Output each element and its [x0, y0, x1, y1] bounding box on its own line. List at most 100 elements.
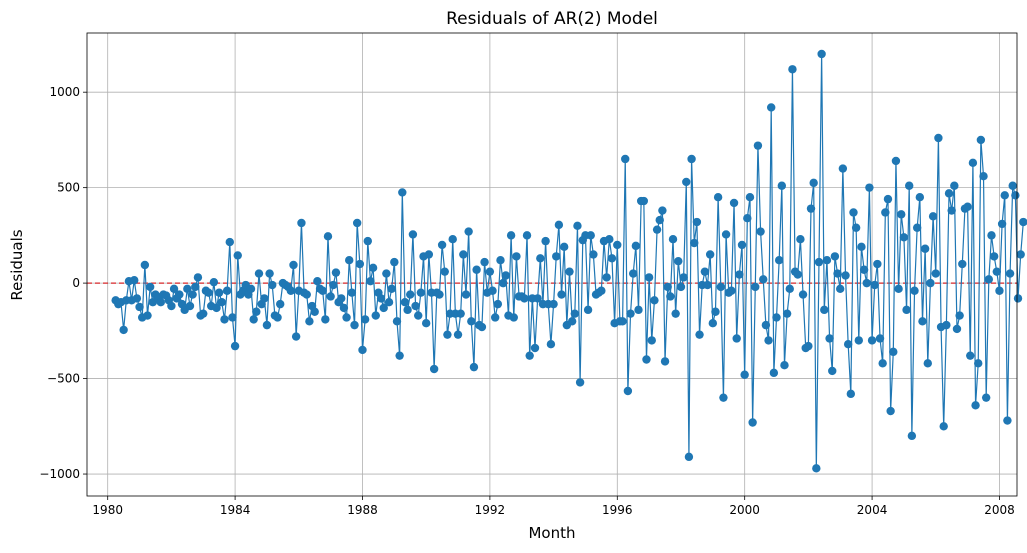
data-point — [1005, 269, 1015, 278]
data-point — [559, 242, 569, 252]
data-point — [435, 290, 444, 299]
data-point — [355, 259, 365, 269]
data-point — [520, 294, 529, 303]
data-point — [212, 303, 221, 313]
data-point — [193, 273, 203, 282]
data-point — [169, 284, 179, 294]
data-point — [743, 214, 752, 223]
data-point — [846, 389, 856, 399]
data-point — [769, 368, 779, 378]
data-point — [883, 194, 893, 204]
data-point — [838, 164, 848, 173]
data-point — [225, 237, 234, 247]
data-point — [249, 315, 258, 324]
data-point — [358, 345, 367, 355]
data-point — [947, 206, 956, 215]
data-point — [326, 292, 335, 301]
data-point — [289, 260, 298, 270]
data-point — [796, 235, 805, 244]
data-point — [485, 267, 495, 276]
data-point — [721, 230, 731, 239]
data-point — [368, 263, 378, 273]
data-point — [586, 231, 595, 240]
data-point — [119, 325, 128, 335]
data-point — [920, 244, 930, 253]
data-point — [806, 204, 816, 213]
data-point — [944, 189, 954, 198]
data-point — [607, 254, 617, 263]
data-point — [175, 290, 184, 299]
data-point — [652, 225, 662, 234]
data-point — [751, 282, 760, 292]
data-point — [939, 422, 948, 431]
data-point — [552, 252, 561, 261]
data-point — [541, 236, 550, 246]
x-tick-label: 1984 — [220, 503, 251, 517]
data-point — [589, 250, 598, 259]
data-point — [533, 294, 542, 303]
data-point — [352, 218, 362, 228]
x-tick-label: 2004 — [857, 503, 888, 517]
data-point — [634, 305, 643, 315]
data-point — [392, 317, 402, 326]
data-point — [626, 309, 635, 318]
data-point — [798, 290, 808, 299]
data-point — [748, 418, 757, 427]
data-point — [467, 317, 476, 326]
data-point — [246, 284, 256, 294]
data-point — [557, 290, 566, 299]
data-point — [488, 286, 497, 295]
data-point — [411, 301, 420, 311]
data-point — [833, 269, 842, 278]
data-point — [732, 334, 741, 343]
data-point — [546, 340, 556, 349]
data-point — [928, 212, 938, 221]
data-point — [711, 307, 720, 316]
data-point — [567, 317, 577, 326]
data-point — [682, 177, 691, 187]
x-tick-label: 1980 — [92, 503, 123, 517]
data-point — [453, 330, 463, 339]
data-point — [613, 240, 622, 250]
y-tick-label: −500 — [47, 372, 80, 386]
data-point — [992, 267, 1001, 276]
data-point — [647, 336, 656, 345]
data-point — [252, 307, 261, 316]
data-point — [143, 311, 152, 320]
data-point — [522, 231, 532, 240]
data-point — [886, 406, 895, 416]
data-point — [331, 268, 341, 277]
data-point — [979, 172, 988, 181]
data-point — [629, 269, 638, 278]
data-point — [217, 298, 227, 307]
data-point — [987, 231, 996, 240]
data-point — [849, 208, 858, 217]
data-point — [214, 288, 224, 297]
data-point — [506, 231, 516, 240]
data-point — [843, 340, 853, 349]
data-point — [618, 317, 627, 326]
data-point — [1016, 250, 1025, 259]
data-point — [132, 294, 142, 303]
data-point — [873, 259, 882, 269]
data-point — [597, 286, 606, 295]
data-point — [291, 332, 301, 341]
data-point — [878, 359, 887, 368]
data-point — [398, 188, 407, 197]
y-tick-label: 500 — [57, 181, 80, 195]
data-point — [220, 315, 229, 324]
residual-series — [111, 49, 1027, 473]
data-point — [825, 334, 834, 343]
data-point — [729, 198, 739, 208]
data-point — [727, 286, 736, 295]
data-point — [1008, 181, 1017, 190]
data-point — [785, 284, 794, 294]
data-point — [498, 278, 508, 288]
data-point — [912, 223, 922, 232]
plot-frame — [86, 32, 1018, 497]
data-point — [554, 220, 564, 230]
data-point — [1011, 191, 1020, 200]
data-point — [875, 334, 885, 343]
data-point — [851, 223, 861, 232]
